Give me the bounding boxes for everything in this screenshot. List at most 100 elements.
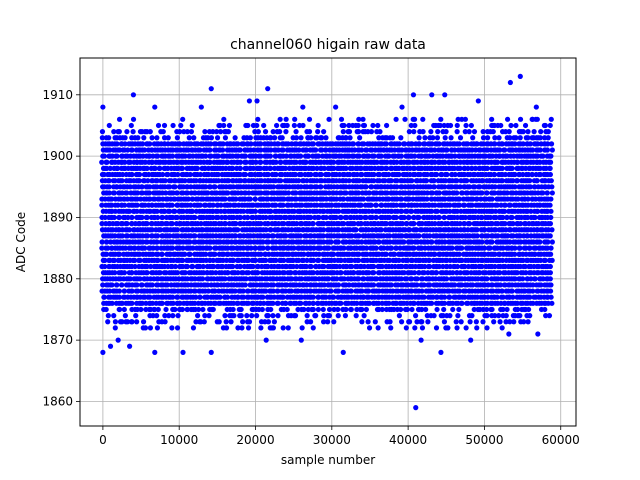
data-point — [423, 178, 430, 184]
data-point — [369, 227, 375, 233]
data-point — [185, 227, 192, 233]
data-point — [99, 135, 105, 141]
data-point — [456, 196, 462, 202]
data-point — [258, 153, 264, 159]
data-point — [432, 159, 438, 165]
data-point — [221, 122, 227, 129]
data-point — [338, 116, 345, 122]
data-point — [157, 270, 163, 276]
data-point — [424, 313, 430, 319]
data-point — [404, 208, 410, 214]
data-point — [463, 325, 469, 331]
data-point — [170, 190, 176, 196]
data-point — [170, 239, 176, 245]
data-point — [353, 313, 359, 319]
data-point — [136, 178, 143, 184]
data-point — [205, 190, 211, 196]
data-point — [441, 319, 448, 325]
data-point — [140, 319, 147, 325]
data-point — [423, 306, 429, 313]
data-point — [484, 276, 490, 282]
data-point — [203, 251, 209, 257]
data-point — [310, 141, 316, 147]
data-point — [404, 276, 410, 282]
data-point — [99, 129, 106, 135]
data-point — [240, 288, 246, 294]
data-point — [502, 147, 508, 153]
data-point — [336, 227, 342, 233]
data-point — [116, 294, 123, 300]
data-point — [293, 135, 300, 141]
data-point — [328, 239, 334, 245]
data-point — [335, 313, 341, 319]
data-point — [120, 171, 126, 178]
data-point — [111, 214, 117, 221]
data-point — [440, 313, 446, 319]
data-point — [316, 214, 322, 221]
data-point — [389, 135, 396, 141]
data-point — [293, 129, 299, 135]
data-point — [517, 221, 524, 227]
data-point — [354, 300, 360, 306]
data-points — [99, 73, 555, 411]
data-point — [465, 141, 471, 147]
data-point — [127, 276, 133, 282]
data-point — [502, 171, 509, 178]
data-point — [393, 202, 400, 208]
data-point — [228, 319, 234, 325]
data-point — [282, 165, 289, 171]
data-point — [277, 129, 283, 135]
data-point — [366, 325, 373, 331]
data-point — [135, 135, 141, 141]
data-point — [293, 196, 299, 202]
data-point — [280, 147, 286, 153]
data-point — [210, 306, 216, 313]
data-point — [147, 196, 153, 202]
data-point — [511, 319, 517, 325]
data-point — [436, 190, 442, 196]
data-point — [305, 153, 312, 159]
data-point — [203, 153, 209, 159]
data-point — [242, 282, 248, 288]
data-point — [403, 325, 409, 331]
data-point — [200, 306, 206, 313]
data-point — [419, 319, 425, 325]
data-point — [208, 135, 215, 141]
data-point — [109, 300, 115, 306]
data-point — [473, 319, 479, 325]
data-point — [499, 288, 505, 294]
data-point — [341, 159, 347, 165]
data-point — [428, 208, 435, 214]
data-point — [195, 141, 201, 147]
data-point — [225, 251, 231, 257]
data-point — [283, 129, 289, 135]
data-point — [149, 159, 155, 165]
data-point — [155, 153, 161, 159]
data-point — [268, 306, 274, 313]
data-point — [249, 313, 255, 319]
data-point — [150, 245, 156, 251]
data-point — [465, 165, 471, 171]
data-point — [273, 245, 279, 251]
data-point — [296, 178, 302, 184]
data-point — [335, 239, 341, 245]
data-point — [401, 239, 407, 245]
data-point — [462, 116, 468, 122]
data-point — [318, 245, 324, 251]
data-point — [270, 325, 276, 331]
data-point — [513, 122, 519, 129]
data-point — [107, 165, 113, 171]
data-point — [298, 233, 304, 239]
data-point — [419, 288, 425, 294]
data-point — [215, 153, 221, 159]
data-point — [457, 221, 463, 227]
data-point — [351, 221, 357, 227]
data-point — [167, 184, 173, 190]
data-point — [116, 288, 123, 294]
data-point — [412, 122, 418, 129]
data-point — [254, 313, 260, 319]
data-point — [474, 233, 480, 239]
data-point — [315, 153, 322, 159]
data-point — [507, 202, 513, 208]
data-point — [162, 178, 168, 184]
